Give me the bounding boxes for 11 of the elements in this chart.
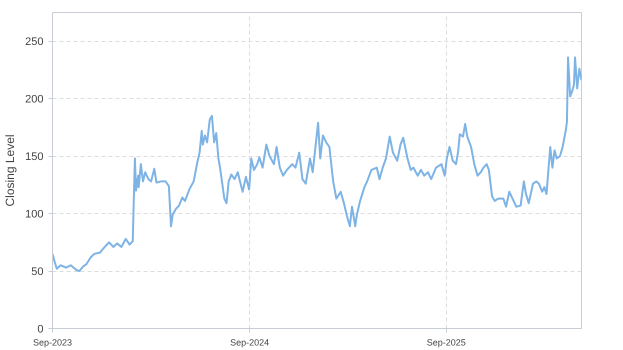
y-axis-title: Closing Level (3, 134, 18, 207)
y-tick-label: 50 (31, 266, 44, 278)
y-tick-label: 150 (25, 151, 44, 164)
y-tick-label: 250 (25, 36, 44, 48)
x-tick-label: Sep-2023 (32, 338, 72, 348)
line-series (52, 56, 582, 272)
x-tick-label: Sep-2025 (426, 338, 466, 348)
y-tick-label: 0 (37, 324, 44, 336)
y-tick-label: 100 (25, 208, 44, 221)
y-tick-label: 200 (25, 94, 44, 106)
x-tick-label: Sep-2024 (230, 338, 270, 348)
